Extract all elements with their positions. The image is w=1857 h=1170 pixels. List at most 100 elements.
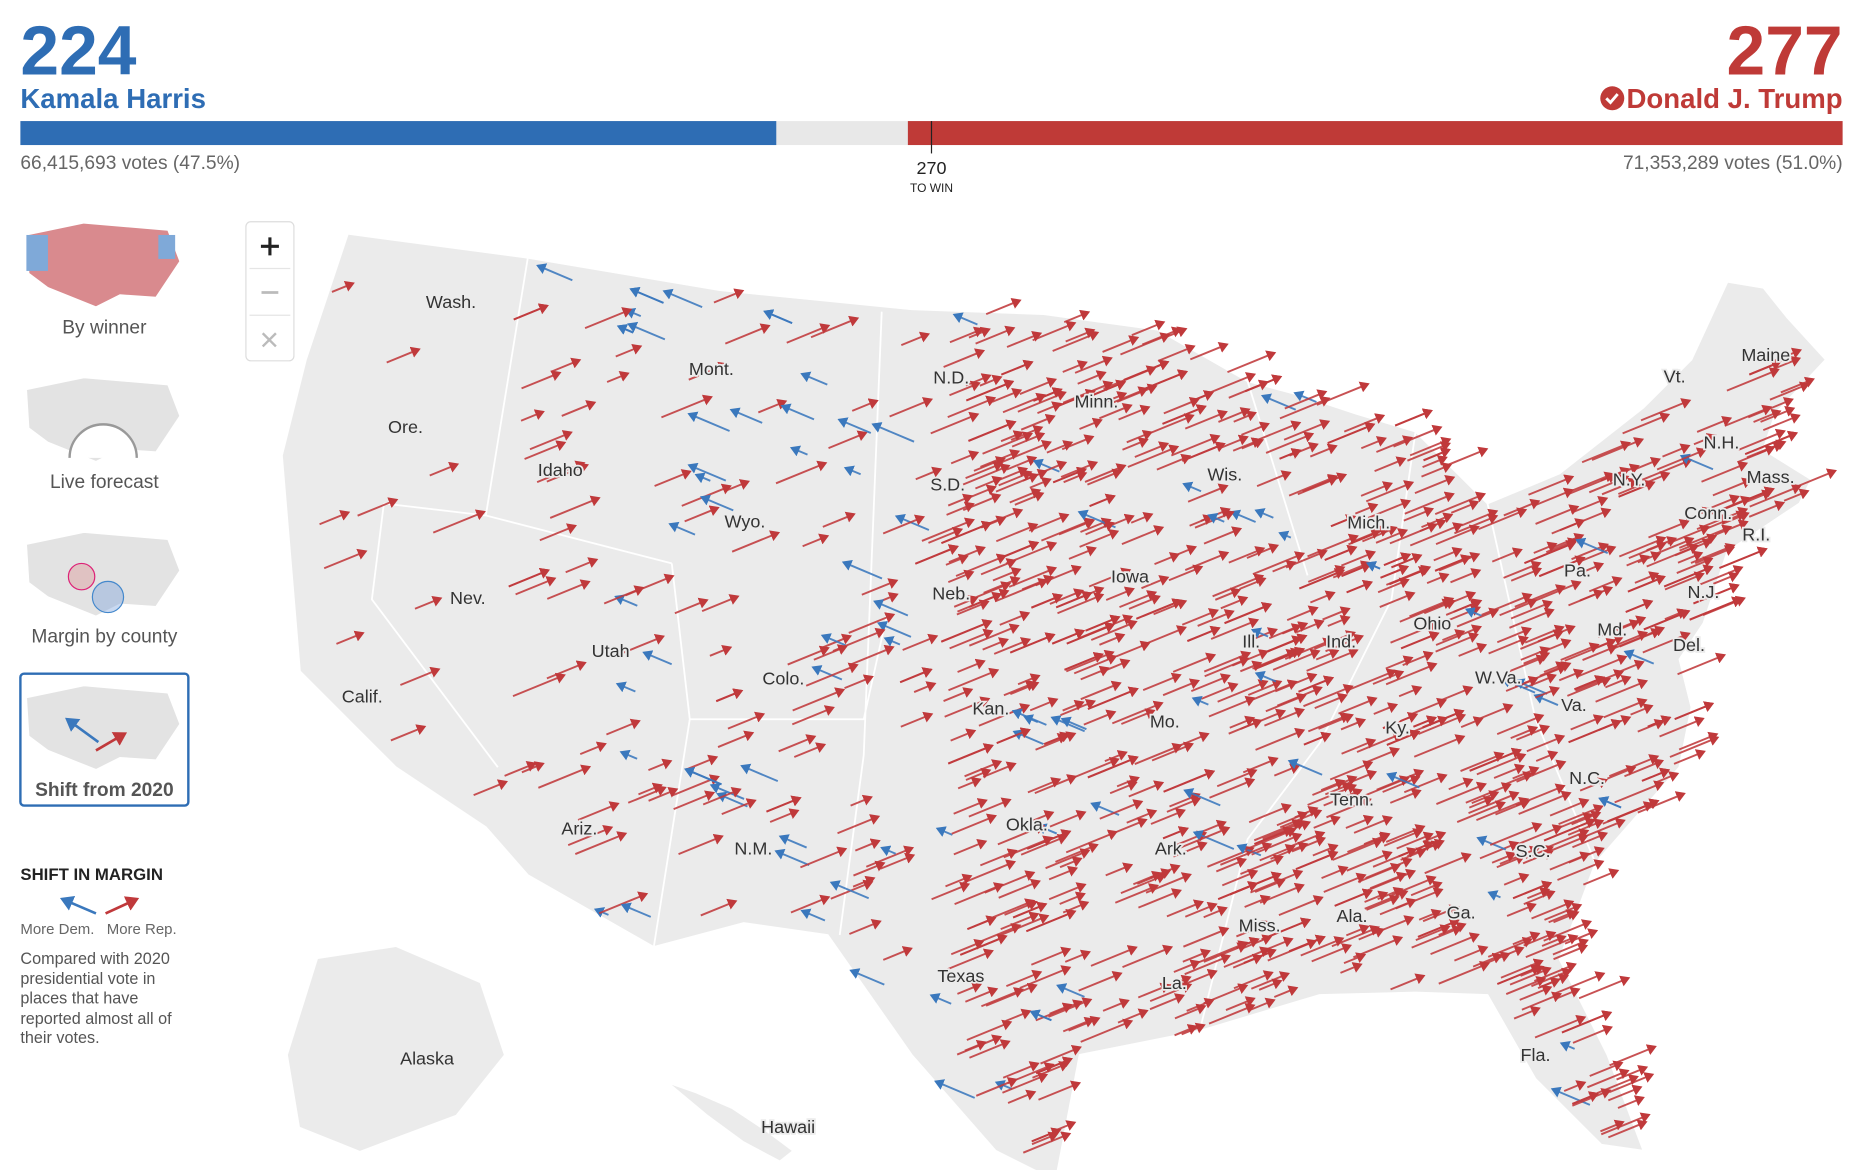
shift-arrow [1435,624,1482,646]
shift-arrow [1646,536,1678,552]
shift-arrow [1089,493,1116,508]
shift-arrow [1377,577,1410,594]
view-option[interactable]: Live forecast [25,377,181,493]
shift-arrow [1278,895,1324,917]
shift-arrow [1272,648,1321,671]
view-option[interactable]: By winner [25,222,181,338]
shift-arrow [1696,415,1733,433]
shift-arrow [1256,470,1292,487]
shift-arrow [793,742,827,758]
shift-arrow [1102,391,1128,404]
shift-arrow [1323,872,1367,893]
shift-arrow [627,321,666,341]
legend-dem-label: More Dem. [20,921,94,938]
shift-arrow [1552,938,1589,956]
shift-arrow [521,370,562,390]
shift-arrow [1307,712,1351,733]
shift-arrow [1104,750,1128,763]
shift-arrow [951,813,997,835]
shift-arrow [1528,474,1575,496]
shift-arrow [1414,475,1456,495]
shift-arrow [1415,924,1451,942]
shift-arrow [1403,506,1435,522]
shift-arrow [1421,462,1453,478]
state-label: N.D. [933,368,969,388]
shift-arrow [1725,486,1775,510]
shift-arrow [792,687,846,712]
shift-arrow [1669,735,1720,758]
shift-arrow [1576,654,1628,678]
shift-arrow [1029,697,1059,712]
shift-arrow [1448,777,1474,791]
shift-arrow [414,595,443,610]
shift-arrow [1313,630,1356,650]
shift-arrow [1689,596,1743,621]
shift-arrow [1080,680,1122,701]
shift-arrow [1608,1072,1655,1094]
shift-arrow [1027,777,1062,794]
shift-arrow [1528,579,1582,605]
shift-arrow [1343,413,1386,433]
shift-arrow [1020,413,1056,431]
shift-arrow [1509,965,1552,986]
shift-arrow [1078,971,1123,992]
shift-arrow [1340,962,1363,974]
shift-arrow [1040,1044,1082,1065]
shift-arrow [1017,673,1041,686]
shift-arrow [1338,696,1378,715]
shift-arrow [849,919,882,935]
shift-arrow [1411,925,1463,949]
shift-arrow [805,662,859,687]
shift-arrow [1058,518,1096,536]
shift-arrow [1052,330,1100,352]
shift-arrow [1749,483,1802,508]
shift-arrow [854,838,881,852]
shift-arrow [1450,568,1482,584]
view-option[interactable]: Margin by county [25,531,181,648]
zoom-reset[interactable] [261,332,277,348]
shift-arrow [1713,571,1739,585]
shift-arrow [1254,671,1277,683]
shift-arrow [865,845,915,868]
shift-arrow [1616,659,1645,674]
shift-arrow [539,523,577,542]
shift-arrow [674,597,709,615]
shift-arrow [1505,976,1547,995]
shift-arrow [1685,506,1713,521]
shift-arrow [1099,799,1144,820]
shift-arrow [967,915,997,930]
shift-arrow [1491,547,1523,563]
shift-arrow [1253,646,1306,671]
shift-arrow [725,479,750,492]
shift-arrow [1693,433,1717,446]
shift-arrow [1607,1084,1643,1102]
shift-arrow [1493,763,1525,779]
shift-arrow [520,409,545,422]
shift-arrow [1659,716,1705,738]
shift-arrow [997,823,1046,846]
shift-arrow [1610,463,1640,478]
shift-arrow [1174,544,1197,557]
shift-arrow [1520,629,1564,650]
shift-arrow [1543,919,1592,942]
shift-arrow [1066,622,1116,645]
shift-arrow [1382,774,1421,793]
zoom-in[interactable] [260,237,279,256]
shift-arrow [1520,646,1551,661]
view-thumb-bubble [91,580,125,614]
winner-check [1600,86,1625,111]
shift-arrow [1114,883,1159,904]
view-option[interactable]: Shift from 2020 [19,672,190,807]
shift-arrow [1386,771,1420,789]
shift-arrow [1080,1018,1134,1043]
shift-arrow [1489,822,1543,846]
shift-arrow [1503,498,1541,517]
shift-arrow [841,560,883,580]
shift-arrow [1556,986,1581,1000]
shift-arrow [1064,949,1091,963]
view-thumb-gauge [68,423,138,458]
shift-arrow [763,309,793,324]
shift-arrow [1746,439,1787,459]
legend-note-box: Compared with 2020 presidential vote in … [20,949,171,1046]
shift-arrow [1252,551,1306,576]
